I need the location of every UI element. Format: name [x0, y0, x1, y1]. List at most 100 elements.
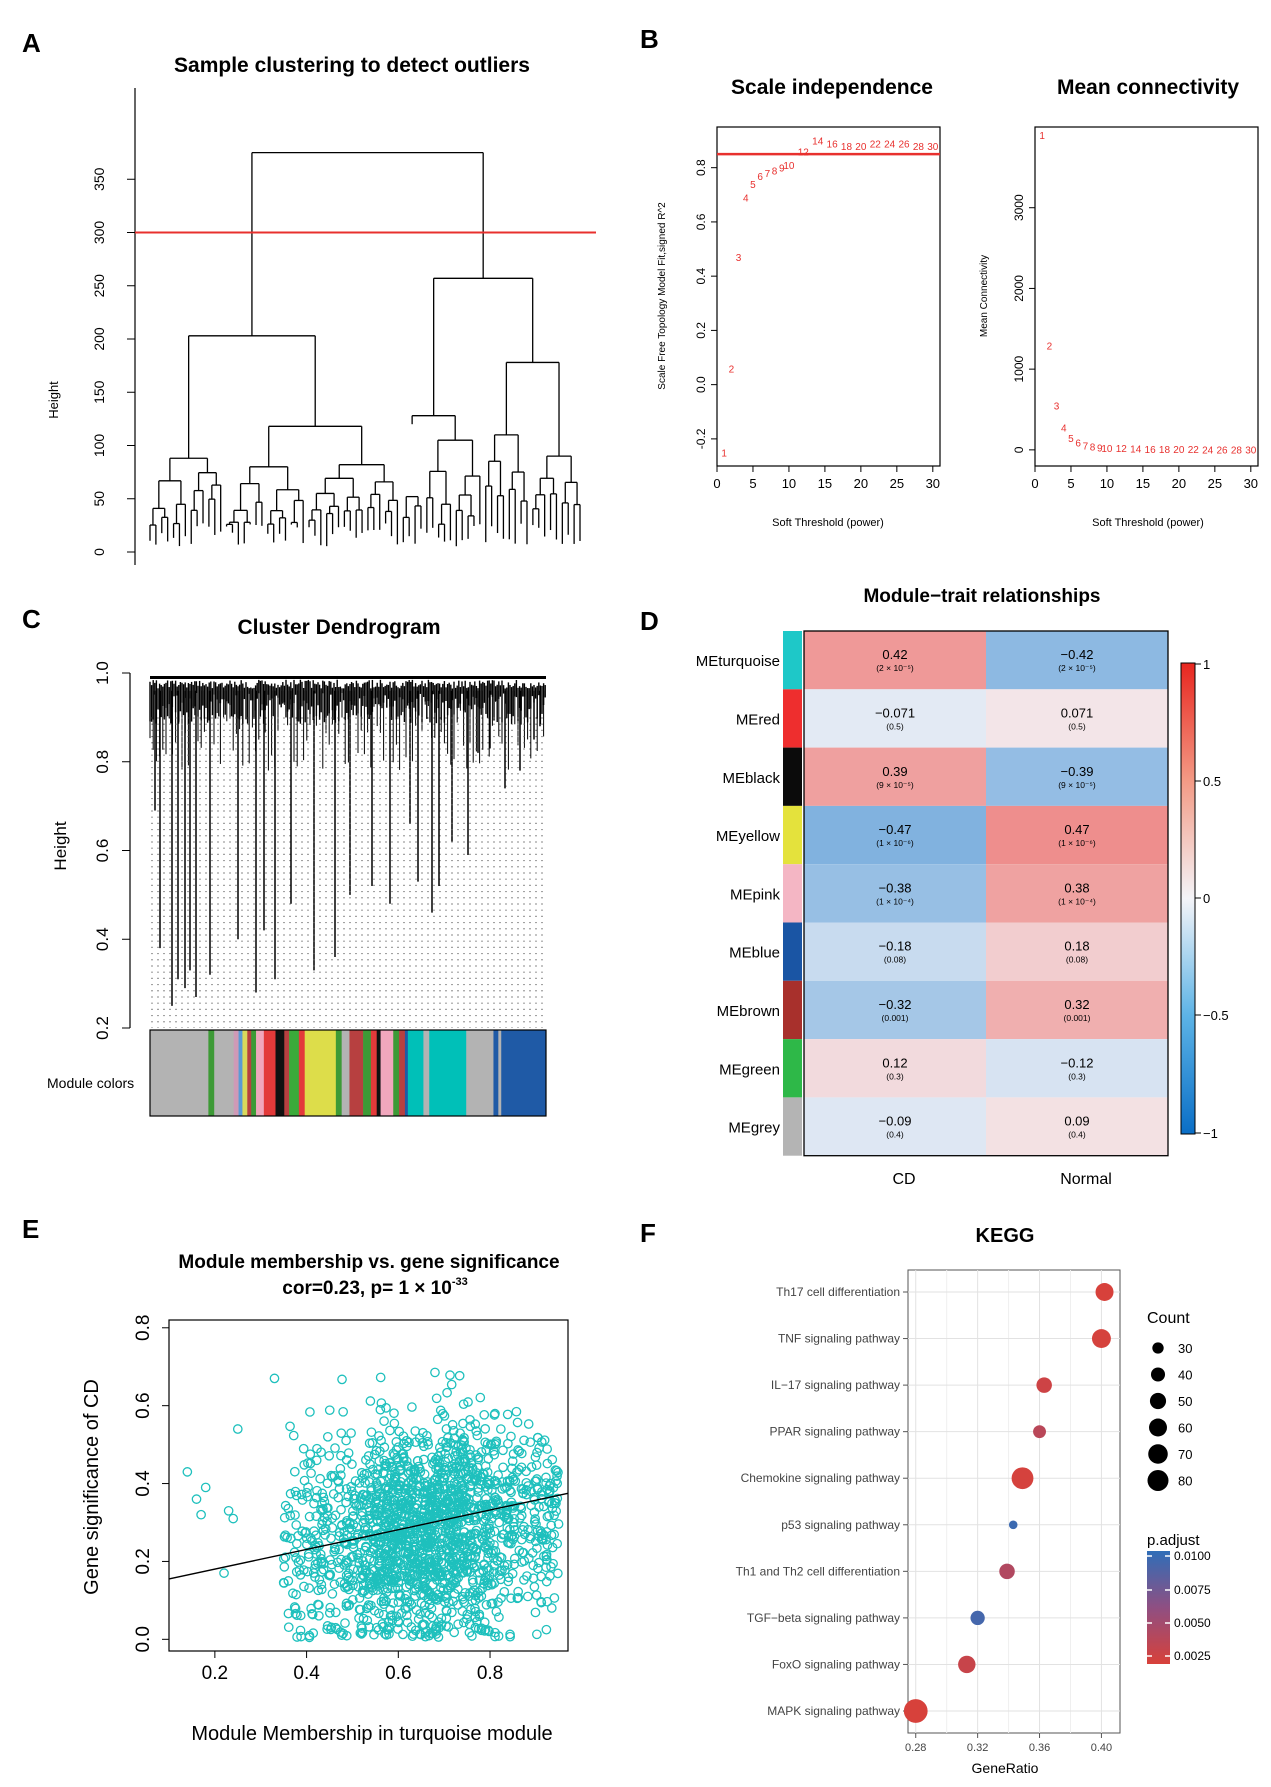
- heatmap-cell-value: −0.32: [879, 997, 912, 1012]
- panel-e-point: [373, 1464, 383, 1475]
- heatmap-cell-pvalue: (0.08): [884, 955, 906, 965]
- panel-e-point: [394, 1426, 405, 1437]
- panel-e-title: Module membership vs. gene significance: [178, 1252, 559, 1273]
- panel-c-module-color: [150, 1030, 209, 1116]
- panel-b-right-point: 10: [1101, 444, 1113, 455]
- panel-e-point: [354, 1604, 365, 1615]
- panel-e-point: [484, 1475, 495, 1486]
- panel-e-point: [545, 1571, 555, 1581]
- panel-e-point: [407, 1402, 417, 1412]
- panel-e-point: [367, 1464, 378, 1475]
- panel-f-dot: [1095, 1283, 1114, 1301]
- panel-b-left-point: 14: [812, 137, 824, 148]
- panel-e-point: [434, 1623, 444, 1633]
- panel-b-left-ytick-label: 0.6: [694, 213, 708, 230]
- panel-b-right-plot-frame: [1034, 126, 1259, 467]
- heatmap-cell-value: 0.32: [1064, 997, 1089, 1012]
- panel-e-point: [531, 1519, 541, 1530]
- panel-e-point: [291, 1520, 302, 1530]
- panel-e-point: [313, 1585, 324, 1596]
- panel-e-point: [363, 1451, 374, 1461]
- panel-f-pathway-label: p53 signaling pathway: [781, 1518, 900, 1532]
- panel-e-point: [443, 1432, 453, 1443]
- panel-c-module-color: [335, 1030, 342, 1116]
- panel-e-point: [427, 1492, 437, 1502]
- panel-e-point: [414, 1543, 425, 1554]
- heatmap-cell: [804, 805, 986, 865]
- panel-b-right-point: 14: [1130, 445, 1142, 456]
- panel-e-point: [318, 1525, 329, 1536]
- panel-e-point: [312, 1558, 323, 1568]
- panel-e-point: [412, 1456, 423, 1466]
- heatmap-cell: [986, 864, 1168, 923]
- panel-e-point: [290, 1608, 301, 1619]
- panel-e-point: [336, 1470, 346, 1481]
- heatmap-cell-pvalue: (2 × 10⁻⁵): [1058, 663, 1096, 673]
- heatmap-cell-pvalue: (0.5): [886, 721, 904, 731]
- panel-e-point: [531, 1590, 542, 1601]
- panel-e-point: [418, 1573, 428, 1584]
- panel-e-point: [279, 1562, 290, 1572]
- panel-c-title: Cluster Dendrogram: [237, 616, 440, 639]
- panel-f-pathway-label: MAPK signaling pathway: [767, 1704, 900, 1718]
- panel-c-ytick-label: 1.0: [93, 661, 112, 685]
- panel-e-point: [470, 1622, 481, 1633]
- panel-e-point: [511, 1406, 522, 1417]
- panel-e-point: [325, 1624, 336, 1635]
- panel-f-dot: [958, 1655, 976, 1674]
- panel-e-point: [367, 1492, 378, 1503]
- panel-b-right-point: 6: [1075, 439, 1081, 450]
- panel-e-point: [366, 1427, 377, 1438]
- panel-e-ytick-label: 0.0: [133, 1626, 154, 1652]
- panel-e-point: [460, 1456, 471, 1467]
- panel-c: C Cluster Dendrogram 0.2 0.4 0.6 0.8 1.0 Hei…: [22, 604, 547, 1117]
- panel-e-point: [441, 1437, 451, 1448]
- panel-e-point: [445, 1370, 455, 1380]
- heatmap-cell-value: −0.47: [879, 822, 912, 837]
- panel-e-point: [484, 1519, 494, 1529]
- panel-e-point: [442, 1494, 453, 1505]
- panel-e-point: [416, 1589, 426, 1600]
- panel-e-point: [351, 1501, 362, 1511]
- panel-e-point: [368, 1544, 378, 1554]
- panel-e-point: [467, 1552, 477, 1563]
- heatmap-cell: [986, 689, 1168, 748]
- panel-f-size-legend: 30 40 50 60 70 80: [1147, 1341, 1192, 1492]
- panel-c-ylabel: Height: [51, 821, 70, 870]
- panel-e-point: [433, 1589, 443, 1600]
- panel-e-point: [532, 1629, 542, 1640]
- panel-e-plot-frame: [168, 1319, 569, 1652]
- panel-e-point: [357, 1530, 368, 1541]
- module-label: MEgrey: [728, 1120, 780, 1137]
- panel-e-subtitle-exponent: -33: [452, 1276, 468, 1288]
- panel-e-point: [453, 1492, 463, 1503]
- panel-e-point: [517, 1547, 528, 1558]
- panel-b-left-ytick-label: -0.2: [694, 428, 708, 449]
- heatmap-cell-pvalue: (9 × 10⁻⁵): [876, 780, 914, 790]
- panel-e-point: [507, 1463, 517, 1474]
- panel-e-point: [498, 1462, 508, 1473]
- panel-e-point: [494, 1612, 504, 1623]
- panel-b-left-xtick-label: 0: [713, 476, 720, 491]
- heatmap-cell: [804, 689, 986, 748]
- panel-e-point: [344, 1584, 354, 1595]
- panel-e-point: [387, 1549, 398, 1560]
- panel-e-point: [546, 1520, 557, 1531]
- panel-e-point: [427, 1628, 438, 1639]
- panel-e-point: [553, 1467, 563, 1478]
- panel-e-point: [378, 1584, 388, 1595]
- panel-b-right-point: 22: [1188, 445, 1200, 456]
- panel-e-point: [374, 1552, 385, 1563]
- panel-e-point: [495, 1424, 506, 1434]
- panel-e-point: [232, 1424, 243, 1434]
- panel-a-dendrogram: [149, 151, 581, 547]
- panel-e-point: [503, 1513, 513, 1523]
- panel-c-colorbar-label: Module colors: [47, 1075, 134, 1091]
- panel-b-right-xtick-label: 0: [1031, 476, 1038, 491]
- panel-c-module-color: [341, 1030, 350, 1116]
- panel-e-point: [191, 1494, 202, 1504]
- panel-e-point: [498, 1445, 508, 1456]
- panel-e-point: [483, 1453, 494, 1464]
- panel-e-ytick-label: 0.4: [133, 1470, 154, 1497]
- panel-letter-e: E: [22, 1214, 39, 1244]
